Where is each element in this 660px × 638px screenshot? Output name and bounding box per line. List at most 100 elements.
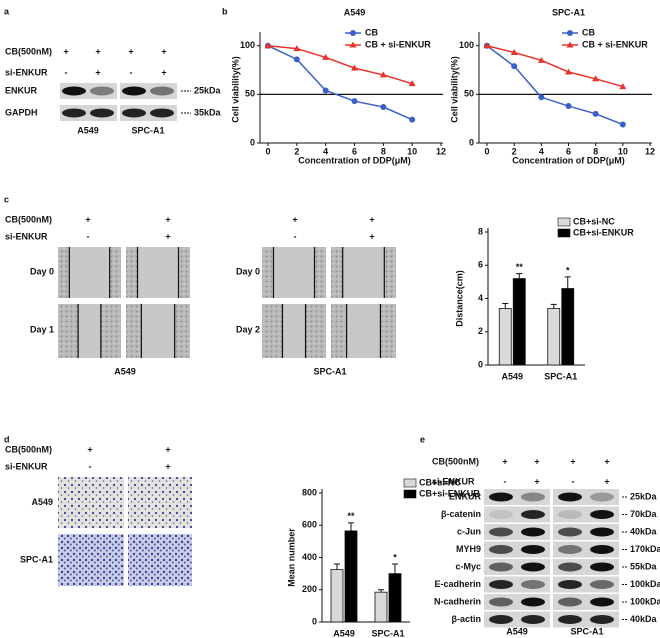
y-tick-label: 6	[478, 260, 483, 270]
band	[521, 597, 545, 607]
x-tick-label: 2	[294, 146, 299, 156]
treatment-label: si-ENKUR	[5, 67, 48, 77]
wound	[78, 304, 101, 358]
legend-marker	[567, 30, 573, 36]
x-tick-label: 4	[539, 146, 544, 156]
treatment-mark: -	[65, 67, 68, 77]
treatment-mark: +	[161, 67, 166, 77]
treatment-mark: -	[89, 461, 92, 471]
mw-marker: 100kDa	[630, 579, 660, 589]
x-tick-label: 8	[593, 146, 598, 156]
treatment-mark: +	[369, 214, 374, 224]
point	[293, 45, 301, 52]
x-tick-label: 0	[265, 146, 270, 156]
error-bar	[564, 276, 571, 289]
micrograph	[128, 534, 192, 586]
wound	[282, 304, 306, 358]
y-tick-label: 800	[302, 487, 317, 497]
legend-label: CB	[582, 27, 595, 37]
wound	[273, 247, 315, 298]
y-tick-label: 0	[312, 616, 317, 626]
series-line	[267, 44, 413, 85]
y-tick-label: 200	[302, 584, 317, 594]
legend-label: CB	[365, 27, 378, 37]
row-label: GAPDH	[5, 107, 38, 117]
y-tick-label: 600	[302, 520, 317, 530]
mw-marker: 25kDa	[630, 491, 658, 501]
x-tick-label: 10	[618, 146, 628, 156]
treatment-label: CB(500nM)	[5, 46, 52, 56]
cell-line: SPC-A1	[313, 366, 346, 376]
band	[489, 562, 513, 572]
bar	[561, 288, 575, 366]
error-bar	[348, 522, 354, 531]
band	[558, 580, 582, 589]
x-tick-label: 0	[484, 146, 489, 156]
treatment-label: CB(500nM)	[5, 214, 52, 224]
y-tick-label: 8	[478, 226, 483, 236]
band	[590, 492, 614, 502]
significance: *	[566, 265, 570, 275]
y-axis-label: Cell viability(%)	[230, 56, 240, 123]
treatment-mark: +	[165, 461, 170, 471]
legend-marker	[350, 30, 356, 36]
band	[558, 545, 582, 554]
x-tick-label: 6	[352, 146, 357, 156]
band	[521, 527, 545, 537]
x-tick-label: 12	[436, 146, 446, 156]
error-bar	[378, 589, 384, 593]
treatment-mark: +	[292, 214, 297, 224]
day-label: Day 2	[236, 324, 260, 334]
band	[558, 527, 582, 537]
cell-line: A549	[77, 125, 99, 135]
error-bar	[516, 273, 523, 279]
y-tick-label: 0	[469, 137, 474, 147]
treatment-mark: -	[87, 231, 90, 241]
treatment-label: CB(500nM)	[5, 444, 52, 454]
point	[537, 56, 545, 63]
mw-marker: 170kDa	[630, 544, 660, 554]
treatment-mark: +	[87, 444, 92, 454]
treatment-label: si-ENKUR	[5, 461, 48, 471]
bar	[547, 308, 561, 366]
chart-title: A549	[344, 7, 366, 17]
point	[408, 80, 416, 87]
significance: **	[516, 262, 524, 272]
y-tick-label: 4	[478, 293, 483, 303]
band	[489, 545, 513, 554]
point	[379, 71, 387, 78]
cell-line: SPC-A1	[131, 125, 164, 135]
treatment-mark: -	[294, 231, 297, 241]
treatment-mark: +	[369, 231, 374, 241]
x-tick-label: A549	[333, 628, 355, 638]
micrograph	[58, 534, 124, 586]
error-bar	[334, 563, 340, 570]
legend-swatch	[557, 217, 571, 227]
series-line	[486, 44, 624, 88]
band	[489, 527, 513, 537]
micrograph	[128, 477, 192, 528]
significance: **	[347, 511, 355, 521]
wound	[69, 247, 110, 298]
wound	[342, 247, 385, 298]
legend-marker	[566, 41, 574, 48]
y-tick-label: 50	[245, 89, 255, 99]
treatment-mark: +	[85, 214, 90, 224]
day-label: Day 1	[30, 324, 54, 334]
band	[521, 510, 545, 519]
panel-label: d	[4, 434, 10, 444]
band	[62, 108, 86, 118]
legend-label: CB + si-ENKUR	[365, 39, 431, 49]
point	[511, 63, 518, 70]
bar	[512, 278, 526, 366]
band	[521, 545, 545, 554]
panel-label: e	[420, 434, 425, 444]
y-tick-label: 0	[478, 359, 483, 369]
point	[538, 94, 545, 101]
point	[619, 83, 627, 90]
treatment-mark: +	[534, 476, 539, 486]
y-axis-label: Mean number	[286, 528, 296, 587]
band	[590, 562, 614, 572]
band	[590, 580, 614, 589]
